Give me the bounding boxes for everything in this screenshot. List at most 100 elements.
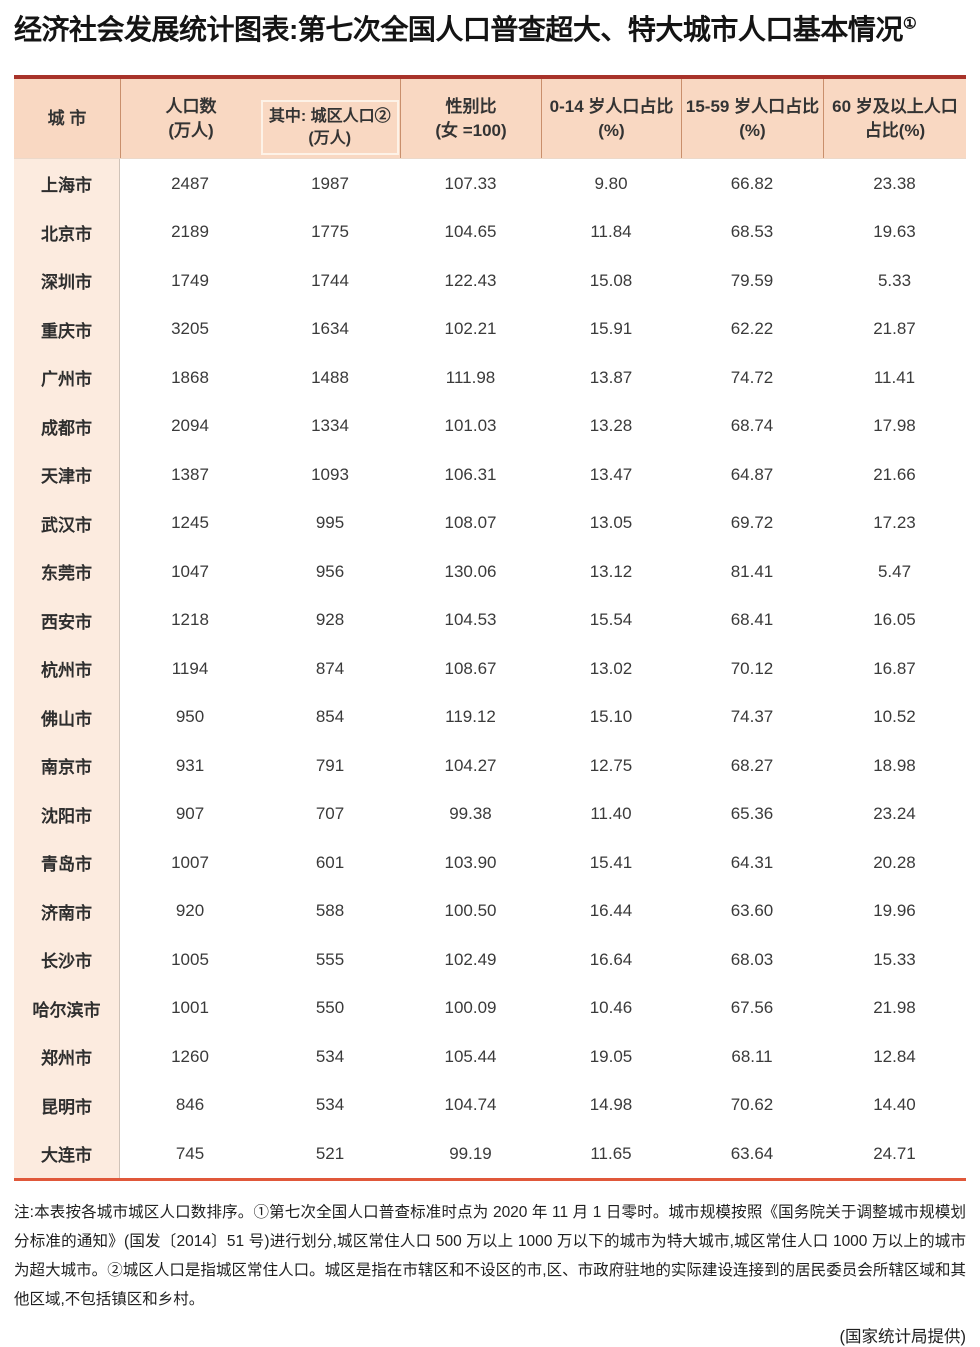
age-0-14-cell: 16.64 xyxy=(589,949,633,969)
table-row: 昆明市 846 534 104.74 14.98 70.62 14.40 xyxy=(14,1080,966,1130)
urban-population-cell: 521 xyxy=(315,1143,345,1163)
age-60-plus-cell: 18.98 xyxy=(873,755,916,775)
table-row: 济南市 920 588 100.50 16.44 63.60 19.96 xyxy=(14,886,966,936)
age-15-59-cell: 68.11 xyxy=(731,1046,773,1066)
header-cell-age-0-14: 0-14 岁人口占比 (%) xyxy=(541,79,681,159)
age-60-plus-cell: 19.63 xyxy=(873,222,916,242)
urban-population-cell: 854 xyxy=(315,707,345,727)
sex-ratio-cell: 106.31 xyxy=(444,464,497,484)
table-header-row: 城 市 人口数 (万人) 其中: 城区人口② (万人) 性别比 (女 =100)… xyxy=(14,79,966,160)
population-cell: 1194 xyxy=(171,658,209,678)
age-60-plus-cell: 15.33 xyxy=(873,949,916,969)
age-15-59-cell: 68.74 xyxy=(730,416,774,436)
age-0-14-cell: 12.75 xyxy=(589,755,633,775)
city-cell: 重庆市 xyxy=(14,304,120,354)
header-cell-population: 人口数 (万人) 其中: 城区人口② (万人) xyxy=(120,79,400,159)
city-cell: 沈阳市 xyxy=(14,789,120,839)
age-15-59-cell: 63.60 xyxy=(730,901,774,921)
table-row: 青岛市 1007 601 103.90 15.41 64.31 20.28 xyxy=(14,838,966,887)
population-cell: 1007 xyxy=(171,852,209,872)
page-title: 经济社会发展统计图表:第七次全国人口普查超大、特大城市人口基本情况① xyxy=(14,12,966,48)
header-cell-sex-ratio: 性别比 (女 =100) xyxy=(400,79,541,159)
table-row: 长沙市 1005 555 102.49 16.64 68.03 15.33 xyxy=(14,935,966,984)
table-row: 杭州市 1194 874 108.67 13.02 70.12 16.87 xyxy=(14,644,966,693)
data-provider: (国家统计局提供) xyxy=(839,1327,967,1346)
city-cell: 东莞市 xyxy=(14,547,120,596)
table-row: 武汉市 1245 995 108.07 13.05 69.72 17.23 xyxy=(14,498,966,548)
age-15-59-cell: 68.53 xyxy=(730,222,774,242)
age-0-14-cell: 11.40 xyxy=(590,804,632,824)
sex-ratio-cell: 101.03 xyxy=(444,416,497,436)
header-city-label: 城 市 xyxy=(47,108,87,128)
sex-ratio-cell: 99.38 xyxy=(449,804,492,824)
population-cell: 1218 xyxy=(171,610,209,630)
city-cell: 哈尔滨市 xyxy=(14,983,120,1033)
header-population-line1: 人口数 xyxy=(165,97,217,117)
sex-ratio-cell: 100.09 xyxy=(444,998,497,1018)
age-60-plus-cell: 17.98 xyxy=(873,416,916,436)
urban-population-cell: 1987 xyxy=(311,173,349,193)
city-cell: 北京市 xyxy=(14,207,120,257)
city-cell: 昆明市 xyxy=(14,1080,120,1130)
sex-ratio-cell: 111.98 xyxy=(445,367,496,387)
urban-population-cell: 555 xyxy=(315,949,345,969)
age-15-59-cell: 68.41 xyxy=(730,610,774,630)
sex-ratio-cell: 104.53 xyxy=(444,610,497,630)
age-60-plus-cell: 20.28 xyxy=(873,852,916,872)
urban-population-cell: 1775 xyxy=(311,222,349,242)
sex-ratio-cell: 102.21 xyxy=(444,319,497,339)
age-15-59-cell: 66.82 xyxy=(730,173,774,193)
urban-population-cell: 1093 xyxy=(311,464,349,484)
sex-ratio-cell: 102.49 xyxy=(444,949,497,969)
city-cell: 杭州市 xyxy=(14,644,120,693)
urban-population-cell: 1334 xyxy=(311,416,349,436)
urban-population-cell: 791 xyxy=(315,755,345,775)
city-cell: 深圳市 xyxy=(14,256,120,305)
table-row: 大连市 745 521 99.19 11.65 63.64 24.71 xyxy=(14,1129,966,1178)
age-60-plus-cell: 16.87 xyxy=(873,658,916,678)
age-0-14-cell: 9.80 xyxy=(594,173,628,193)
sex-ratio-cell: 99.19 xyxy=(449,1143,492,1163)
age-0-14-cell: 11.65 xyxy=(590,1143,632,1163)
age-0-14-cell: 15.41 xyxy=(589,852,633,872)
header-age0-14-line1: 0-14 岁人口占比 xyxy=(549,97,674,117)
title-footnote-mark: ① xyxy=(902,15,917,33)
table-row: 深圳市 1749 1744 122.43 15.08 79.59 5.33 xyxy=(14,256,966,305)
urban-population-cell: 588 xyxy=(315,901,345,921)
population-cell: 1387 xyxy=(171,464,209,484)
age-60-plus-cell: 23.24 xyxy=(873,804,916,824)
city-cell: 南京市 xyxy=(14,741,120,790)
city-cell: 广州市 xyxy=(14,353,120,402)
population-cell: 1005 xyxy=(171,949,209,969)
city-cell: 青岛市 xyxy=(14,838,120,887)
table-row: 重庆市 3205 1634 102.21 15.91 62.22 21.87 xyxy=(14,304,966,354)
table-row: 哈尔滨市 1001 550 100.09 10.46 67.56 21.98 xyxy=(14,983,966,1033)
population-cell: 931 xyxy=(175,755,205,775)
age-60-plus-cell: 23.38 xyxy=(873,173,916,193)
city-cell: 佛山市 xyxy=(14,692,120,742)
age-0-14-cell: 13.12 xyxy=(589,561,633,581)
age-60-plus-cell: 24.71 xyxy=(873,1143,916,1163)
age-60-plus-cell: 5.33 xyxy=(877,270,912,290)
age-60-plus-cell: 21.87 xyxy=(873,319,916,339)
header-cell-age-15-59: 15-59 岁人口占比 (%) xyxy=(681,79,823,159)
age-15-59-cell: 70.62 xyxy=(730,1095,774,1115)
table-row: 郑州市 1260 534 105.44 19.05 68.11 12.84 xyxy=(14,1032,966,1081)
age-0-14-cell: 15.91 xyxy=(589,319,633,339)
age-0-14-cell: 14.98 xyxy=(589,1095,633,1115)
age-0-14-cell: 16.44 xyxy=(589,901,633,921)
population-cell: 1001 xyxy=(171,998,209,1018)
header-age15-59-line1: 15-59 岁人口占比 xyxy=(685,97,820,117)
age-15-59-cell: 67.56 xyxy=(730,998,774,1018)
sex-ratio-cell: 122.43 xyxy=(444,270,497,290)
urban-population-cell: 534 xyxy=(315,1095,345,1115)
city-cell: 长沙市 xyxy=(14,935,120,984)
urban-population-cell: 995 xyxy=(315,513,345,533)
sex-ratio-cell: 104.74 xyxy=(444,1095,497,1115)
age-60-plus-cell: 12.84 xyxy=(873,1046,916,1066)
sex-ratio-cell: 108.07 xyxy=(444,513,497,533)
city-cell: 上海市 xyxy=(14,159,120,208)
age-0-14-cell: 13.47 xyxy=(589,464,633,484)
urban-population-cell: 874 xyxy=(315,658,345,678)
table-row: 成都市 2094 1334 101.03 13.28 68.74 17.98 xyxy=(14,401,966,451)
